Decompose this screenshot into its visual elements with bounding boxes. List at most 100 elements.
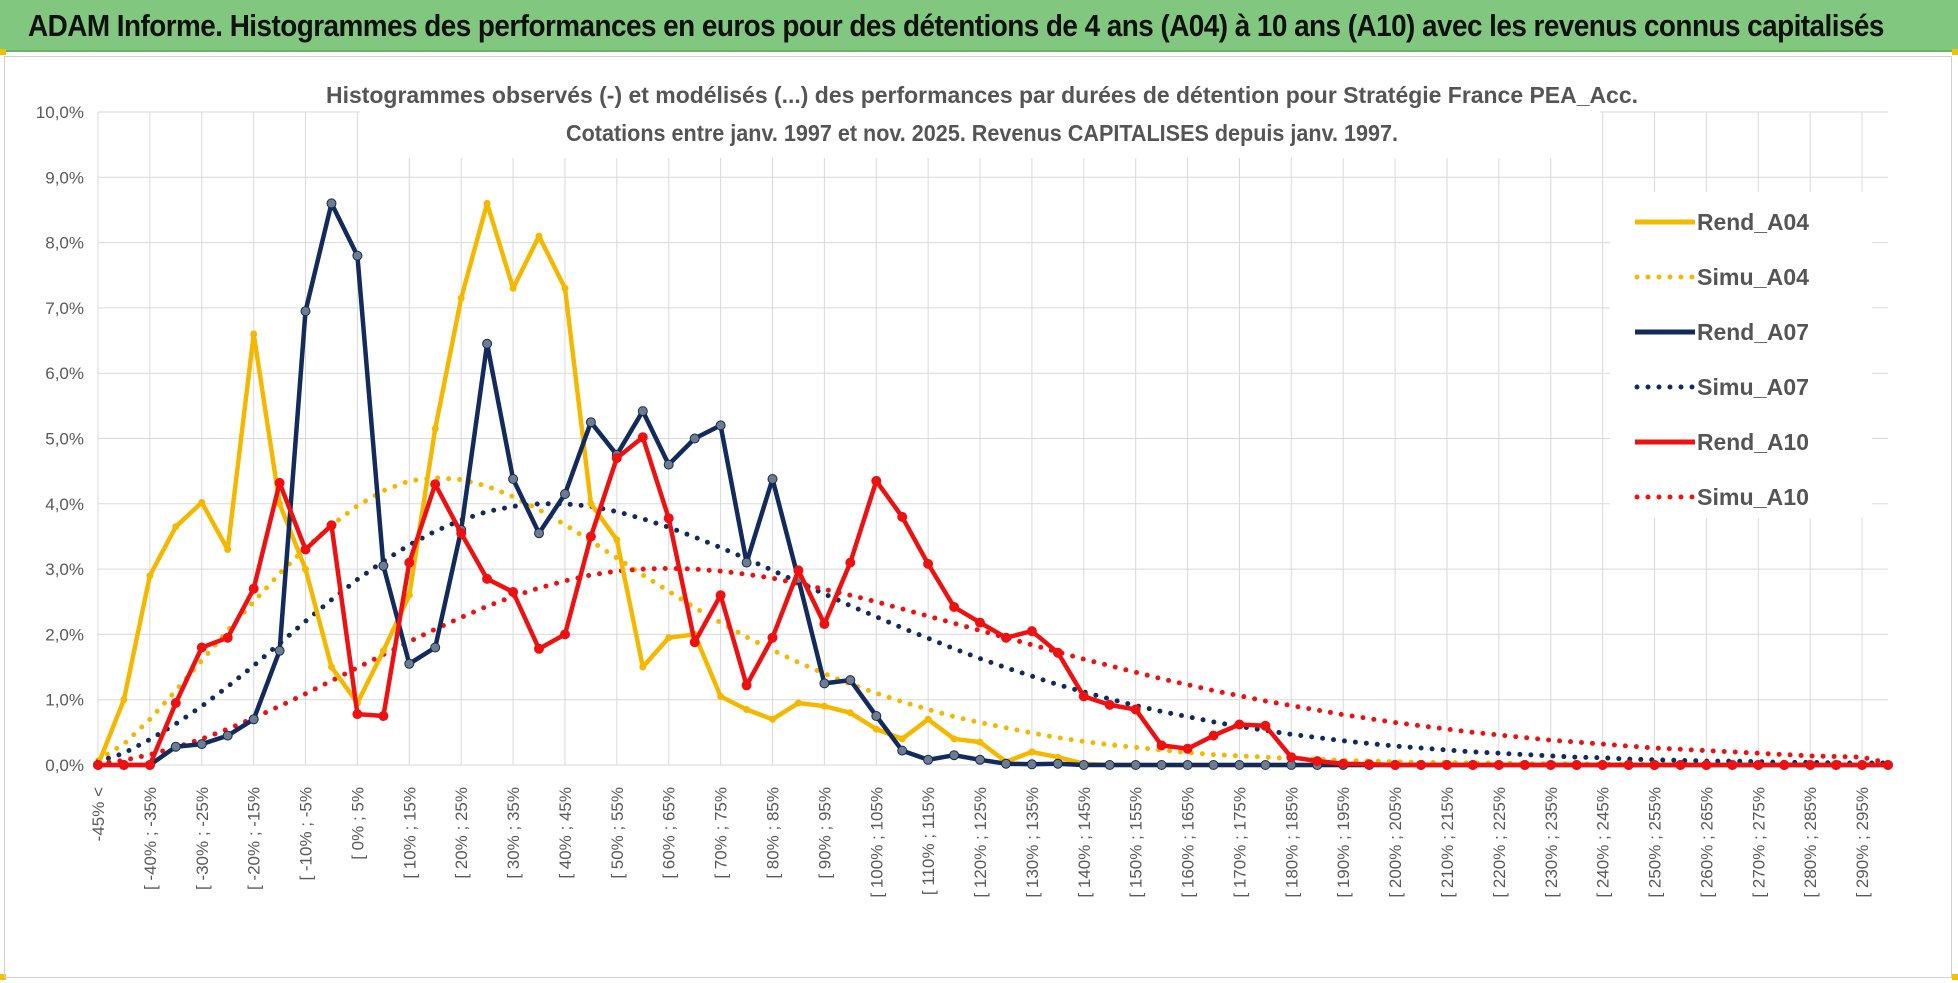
data-point — [1727, 760, 1738, 770]
data-point — [923, 558, 934, 569]
data-point — [715, 590, 726, 601]
data-point — [248, 714, 259, 725]
data-point — [637, 432, 648, 443]
x-tick-label: [ 10% ; 15% — [400, 787, 419, 879]
y-tick-label: 6,0% — [45, 364, 84, 383]
y-tick-label: 2,0% — [45, 625, 84, 644]
data-point — [1001, 632, 1011, 643]
data-point — [1130, 704, 1141, 715]
data-point — [793, 565, 804, 576]
x-tick-label: [ 180% ; 185% — [1282, 787, 1301, 898]
data-point — [1156, 740, 1167, 751]
data-point — [560, 489, 570, 499]
data-point — [1028, 748, 1036, 756]
data-point — [1364, 759, 1375, 770]
data-point — [560, 629, 570, 640]
data-point — [509, 284, 517, 292]
y-tick-label: 0,0% — [45, 756, 84, 775]
legend-item: Simu_A10 — [1634, 484, 1809, 510]
data-point — [120, 696, 128, 704]
data-point — [767, 474, 778, 484]
data-point — [897, 745, 908, 756]
data-point — [665, 634, 673, 642]
legend-label: Rend_A07 — [1697, 319, 1809, 345]
data-point — [430, 642, 441, 653]
data-point — [222, 730, 233, 741]
legend-item: Rend_A04 — [1635, 209, 1809, 235]
data-point — [1260, 760, 1271, 770]
x-tick-label: [ 20% ; 25% — [452, 787, 471, 879]
data-point — [949, 750, 960, 761]
x-tick-label: [ 150% ; 155% — [1127, 787, 1146, 898]
x-tick-label: [ 200% ; 205% — [1386, 787, 1405, 898]
x-tick-label: [ 250% ; 255% — [1646, 787, 1665, 898]
x-tick-label: [ 170% ; 175% — [1230, 787, 1249, 898]
legend-label: Rend_A10 — [1697, 429, 1809, 455]
legend-label: Simu_A04 — [1697, 264, 1809, 290]
data-point — [328, 663, 335, 671]
x-axis: -45% < [ -40% ; -35% [ -30% ; -25% [ -20% ;… — [89, 787, 1872, 898]
data-point — [1078, 691, 1089, 702]
data-point — [715, 420, 726, 431]
x-tick-label: [ 270% ; 275% — [1749, 787, 1768, 898]
data-point — [585, 531, 596, 542]
data-point — [767, 632, 778, 643]
y-tick-label: 5,0% — [45, 430, 84, 449]
series-line-Rend_A10 — [98, 434, 1888, 768]
x-tick-label: [ -20% ; -15% — [245, 787, 264, 890]
data-point — [196, 739, 207, 750]
data-point — [1182, 743, 1193, 754]
data-point — [663, 513, 674, 524]
data-point — [613, 536, 621, 544]
x-tick-label: [ 70% ; 75% — [712, 787, 731, 879]
x-tick-label: [ 60% ; 65% — [660, 787, 679, 879]
data-point — [456, 528, 467, 539]
data-point — [1857, 760, 1868, 770]
data-point — [1026, 626, 1037, 637]
data-point — [587, 500, 595, 508]
data-point — [1390, 760, 1401, 770]
data-point — [1078, 760, 1089, 770]
data-point — [585, 417, 596, 428]
x-tick-label: [ 40% ; 45% — [556, 787, 575, 879]
data-point — [404, 557, 415, 568]
x-tick-label: [ 80% ; 85% — [763, 787, 782, 879]
data-point — [794, 699, 802, 707]
data-point — [508, 474, 519, 484]
data-point — [1001, 758, 1011, 769]
data-point — [196, 642, 207, 653]
data-point — [224, 546, 232, 553]
data-point — [1545, 760, 1556, 770]
data-point — [352, 250, 363, 261]
data-point — [326, 198, 337, 209]
x-tick-label: [ -10% ; -5% — [297, 787, 316, 881]
x-tick-label: [ 100% ; 105% — [867, 787, 886, 898]
data-point — [1467, 760, 1478, 770]
series-Simu_A04 — [95, 475, 1891, 768]
y-tick-label: 7,0% — [45, 299, 84, 318]
data-point — [248, 583, 259, 594]
x-tick-label: [ 290% ; 295% — [1853, 787, 1872, 898]
data-point — [457, 294, 465, 302]
data-point — [1286, 752, 1297, 763]
data-point — [1052, 647, 1063, 658]
data-point — [326, 520, 337, 531]
data-point — [300, 306, 311, 317]
data-point — [1182, 760, 1193, 770]
data-point — [1442, 760, 1452, 770]
data-point — [198, 499, 206, 506]
data-point — [819, 678, 830, 689]
data-point — [975, 617, 985, 628]
corner-mark — [0, 974, 6, 980]
data-point — [975, 754, 985, 765]
legend-label: Simu_A07 — [1697, 374, 1809, 400]
data-point — [172, 523, 180, 531]
y-tick-label: 10,0% — [36, 103, 84, 122]
x-tick-label: [ 160% ; 165% — [1179, 787, 1198, 898]
data-point — [820, 702, 828, 710]
x-tick-label: [ 210% ; 215% — [1438, 787, 1457, 898]
data-point — [276, 500, 284, 508]
series-Simu_A10 — [95, 565, 1891, 767]
data-point — [1208, 730, 1219, 741]
legend-label: Rend_A04 — [1697, 209, 1809, 235]
